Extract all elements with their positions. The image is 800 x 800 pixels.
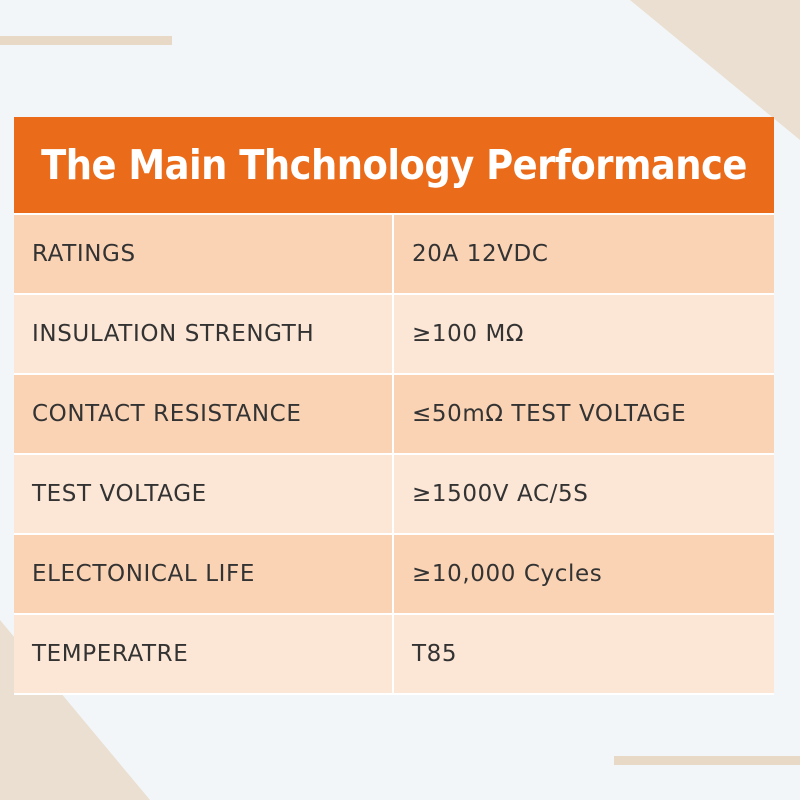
spec-value: ≥1500V AC/5S [392, 454, 774, 535]
spec-row-contact-resistance: CONTACT RESISTANCE ≤50mΩ TEST VOLTAGE [14, 374, 774, 455]
spec-row-temperature: TEMPERATRE T85 [14, 614, 774, 695]
decor-bar-bottom-right [614, 756, 800, 765]
spec-row-insulation-strength: INSULATION STRENGTH ≥100 MΩ [14, 294, 774, 375]
spec-param: TEMPERATRE [14, 614, 393, 695]
spec-param: INSULATION STRENGTH [14, 294, 393, 375]
spec-param: CONTACT RESISTANCE [14, 374, 393, 455]
table-title: The Main Thchnology Performance [14, 117, 774, 215]
spec-value: 20A 12VDC [392, 215, 774, 295]
spec-value: ≥10,000 Cycles [392, 534, 774, 615]
spec-value: T85 [392, 614, 774, 695]
spec-value: ≤50mΩ TEST VOLTAGE [392, 374, 774, 455]
spec-table: The Main Thchnology Performance RATINGS … [14, 117, 774, 695]
decor-bar-top-left [0, 36, 172, 45]
spec-param: ELECTONICAL LIFE [14, 534, 393, 615]
spec-row-electrical-life: ELECTONICAL LIFE ≥10,000 Cycles [14, 534, 774, 615]
spec-row-ratings: RATINGS 20A 12VDC [14, 215, 774, 295]
spec-row-test-voltage: TEST VOLTAGE ≥1500V AC/5S [14, 454, 774, 535]
spec-value: ≥100 MΩ [392, 294, 774, 375]
spec-param: RATINGS [14, 215, 393, 295]
spec-param: TEST VOLTAGE [14, 454, 393, 535]
